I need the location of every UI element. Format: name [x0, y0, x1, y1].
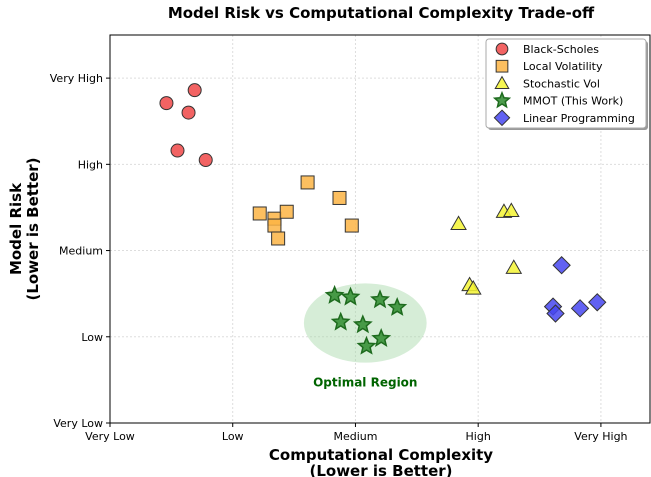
data-points — [159, 83, 607, 355]
y-tick-label: Low — [81, 331, 103, 344]
x-tick-label: Medium — [333, 430, 377, 443]
legend-label: Stochastic Vol — [523, 77, 600, 90]
point-local-volatility — [332, 190, 347, 205]
point-local-volatility — [300, 175, 315, 190]
point-local-volatility — [267, 218, 282, 233]
chart-title: Model Risk vs Computational Complexity T… — [168, 4, 595, 22]
legend-marker — [492, 90, 512, 109]
y-tick-label: Medium — [59, 245, 103, 258]
y-tick-label: Very High — [50, 72, 103, 85]
point-linear-programming — [588, 293, 607, 312]
x-tick-label: Very Low — [85, 430, 135, 443]
axis-ticks: Very Low Low Medium High Very High Very Low Lo… — [50, 72, 628, 443]
point-mmot-this-work — [356, 335, 377, 355]
x-axis-label-line1: Computational Complexity — [269, 446, 493, 464]
legend: Black-Scholes Local Volatility Stochastic … — [485, 38, 648, 130]
legend-label: Linear Programming — [523, 112, 635, 125]
point-stochastic-vol — [464, 279, 482, 295]
plot-frame — [109, 34, 651, 424]
legend-marker — [495, 42, 509, 56]
legend-box — [485, 38, 647, 129]
y-axis-label-line2: (Lower is Better) — [24, 157, 42, 300]
legend-marker — [493, 109, 511, 127]
point-mmot-this-work — [371, 328, 392, 348]
point-black-scholes — [198, 153, 213, 168]
point-black-scholes — [159, 96, 174, 111]
point-stochastic-vol — [450, 215, 467, 230]
point-black-scholes — [187, 83, 202, 98]
x-tick-label: Low — [222, 430, 244, 443]
point-stochastic-vol — [502, 202, 520, 218]
point-mmot-this-work — [387, 297, 408, 316]
point-local-volatility — [279, 204, 294, 219]
point-black-scholes — [181, 105, 196, 120]
y-tick-label: Very Low — [53, 417, 103, 430]
x-tick-label: Very High — [574, 430, 627, 443]
legend-marker — [494, 75, 510, 89]
x-axis-label-line2: (Lower is Better) — [309, 462, 452, 477]
legend-label: MMOT (This Work) — [523, 95, 623, 108]
point-local-volatility — [344, 218, 359, 233]
optimal-region: Optimal Region — [303, 283, 427, 390]
point-mmot-this-work — [370, 289, 390, 309]
optimal-region-label: Optimal Region — [313, 376, 417, 390]
point-local-volatility — [252, 206, 267, 221]
point-mmot-this-work — [324, 284, 345, 304]
point-black-scholes — [170, 143, 185, 158]
legend-label: Black-Scholes — [523, 43, 599, 56]
point-mmot-this-work — [340, 286, 361, 306]
point-mmot-this-work — [330, 311, 351, 331]
legend-marker — [495, 59, 509, 73]
point-local-volatility — [271, 231, 286, 246]
point-linear-programming — [546, 304, 565, 323]
y-axis-label-line1: Model Risk — [7, 182, 25, 275]
x-tick-label: High — [466, 430, 491, 443]
point-stochastic-vol — [505, 259, 523, 274]
legend-label: Local Volatility — [523, 60, 603, 73]
point-linear-programming — [552, 256, 571, 275]
y-tick-label: High — [78, 158, 103, 171]
point-mmot-this-work — [352, 314, 373, 334]
point-linear-programming — [570, 299, 590, 318]
